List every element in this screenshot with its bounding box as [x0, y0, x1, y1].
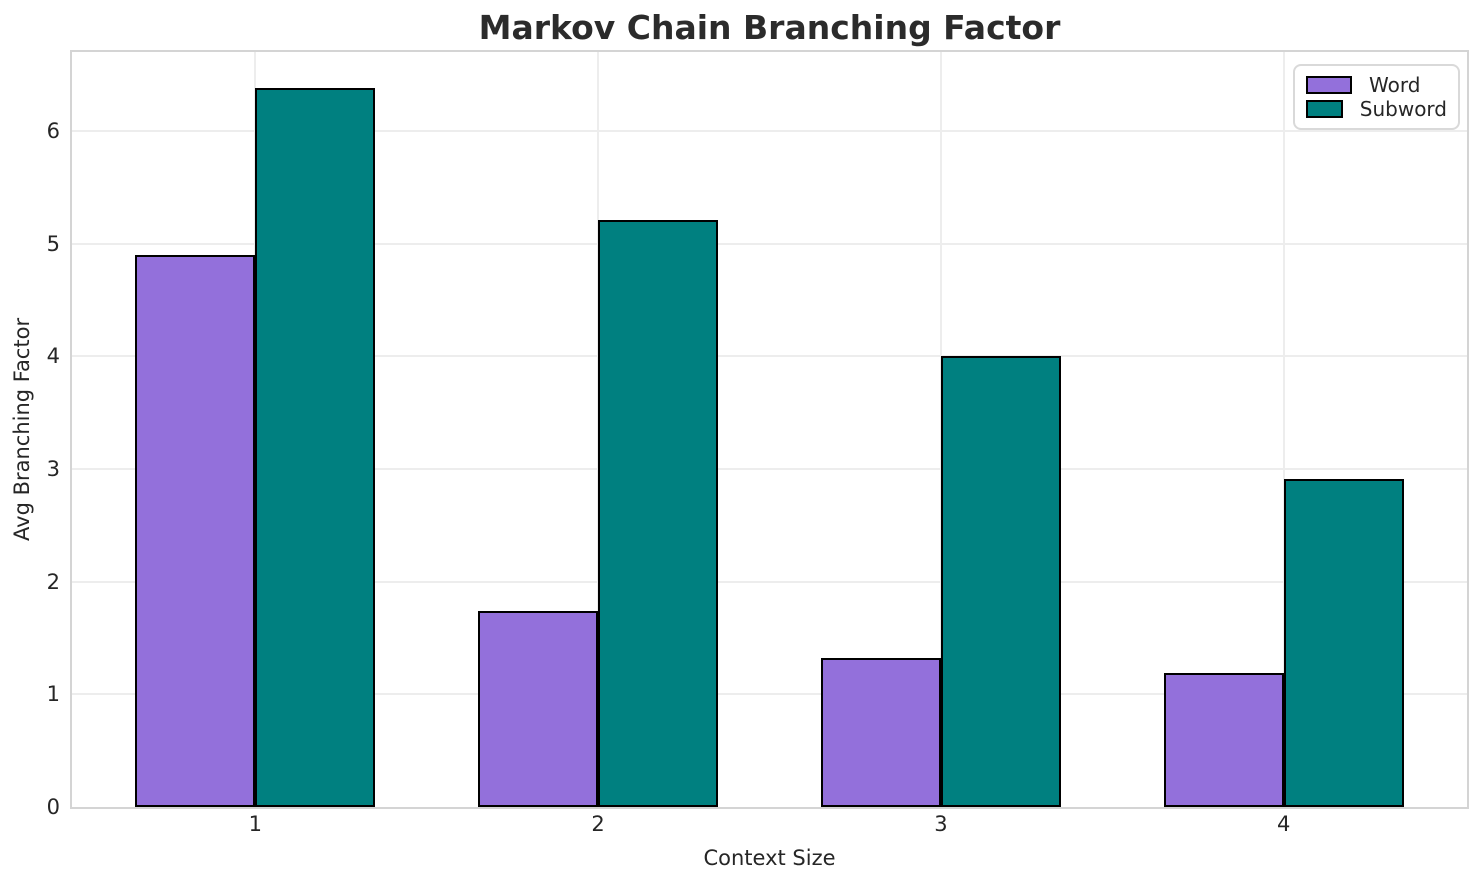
- plot-area: [72, 52, 1467, 807]
- legend-label-word: Word: [1369, 73, 1421, 97]
- bar-subword-3: [940, 356, 1061, 807]
- gridline-x-4: [1282, 52, 1285, 807]
- legend-label-subword: Subword: [1359, 97, 1447, 121]
- x-axis-ticks: 1 2 3 4: [72, 812, 1467, 842]
- x-axis-label: Context Size: [703, 846, 836, 870]
- chart-title: Markov Chain Branching Factor: [478, 8, 1061, 47]
- subword-color-swatch: [1306, 100, 1343, 118]
- gridline-y-6: [72, 129, 1467, 132]
- y-axis-label: Avg Branching Factor: [10, 317, 34, 542]
- y-axis-ticks: 0 1 2 3 4 5 6: [0, 52, 60, 819]
- y-tick-label-4: 4: [46, 344, 60, 369]
- bar-subword-1: [255, 88, 376, 807]
- gridline-y-1: [72, 693, 1467, 696]
- legend: Word Subword: [1293, 64, 1460, 130]
- y-tick-label-5: 5: [46, 231, 60, 256]
- bar-subword-2: [598, 219, 719, 807]
- x-tick-label-4: 4: [1276, 812, 1291, 836]
- legend-item-subword: Subword: [1306, 97, 1447, 121]
- gridline-y-5: [72, 242, 1467, 245]
- y-tick-label-2: 2: [46, 569, 60, 594]
- y-tick-label-0: 0: [46, 795, 60, 819]
- gridline-y-2: [72, 580, 1467, 583]
- y-tick-label-6: 6: [46, 118, 60, 143]
- gridline-y-3: [72, 467, 1467, 470]
- bar-word-4: [1163, 672, 1284, 807]
- bar-subword-4: [1283, 479, 1404, 807]
- legend-item-word: Word: [1306, 73, 1447, 97]
- gridline-y-4: [72, 355, 1467, 358]
- x-tick-label-3: 3: [934, 812, 948, 836]
- bar-word-1: [135, 254, 256, 807]
- word-color-swatch: [1306, 76, 1352, 94]
- y-tick-label-1: 1: [46, 682, 60, 707]
- y-tick-label-3: 3: [46, 456, 60, 481]
- bar-word-3: [820, 658, 941, 807]
- bar-word-2: [478, 610, 599, 807]
- x-tick-label-2: 2: [591, 812, 605, 836]
- x-tick-label-1: 1: [248, 812, 263, 836]
